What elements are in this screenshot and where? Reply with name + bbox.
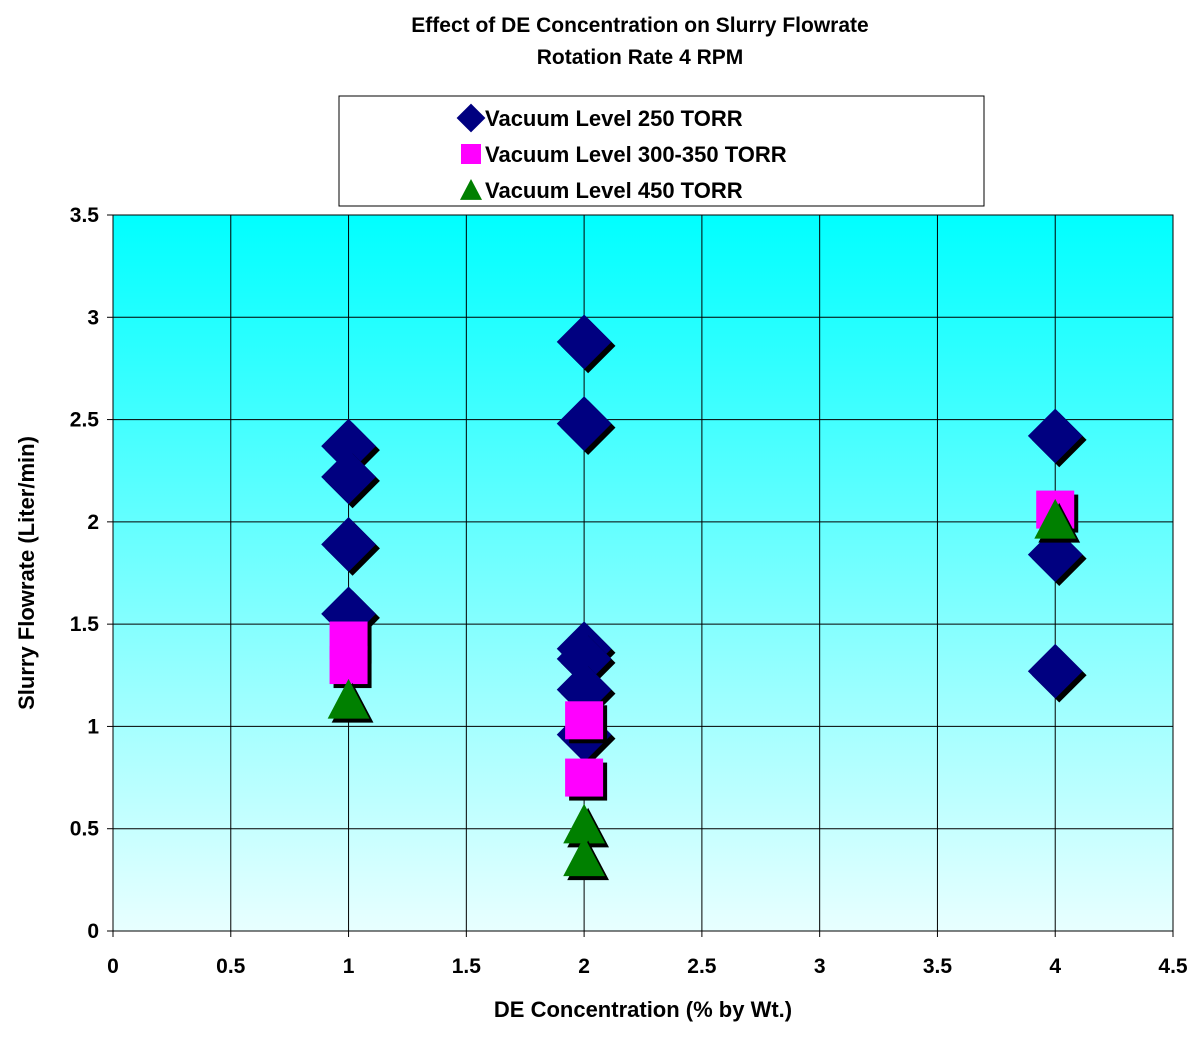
x-tick-label: 1.5 [452,955,482,978]
data-point-diamond [321,449,380,509]
y-tick-label: 0.5 [70,818,100,841]
data-points [321,314,1087,881]
legend: Vacuum Level 250 TORR Vacuum Level 300-35… [338,95,985,207]
data-point-square [329,646,372,689]
data-point-diamond [1027,408,1087,468]
data-point-diamond [321,418,380,478]
y-axis-label: Slurry Flowrate (Liter/min) [14,436,39,710]
chart-title: Effect of DE Concentration on Slurry Flo… [411,14,868,37]
x-tick-label: 3 [814,955,826,978]
data-point-diamond [556,631,616,691]
legend-item: Vacuum Level 450 TORR [460,178,743,203]
grid-lines [113,215,1173,931]
legend-label: Vacuum Level 250 TORR [485,106,743,131]
y-tick-label: 3 [87,306,99,329]
data-point-diamond [556,396,616,456]
y-tick-label: 3.5 [70,204,100,227]
legend-item: Vacuum Level 300-350 TORR [461,142,787,167]
legend-box [338,95,985,207]
data-point-diamond [1027,643,1087,703]
y-tick-label: 2 [87,511,99,534]
plot-area [112,214,1174,932]
data-point-triangle [563,803,610,848]
series-square [329,490,1079,801]
x-tick-label: 3.5 [923,955,953,978]
x-tick-label: 4 [1049,955,1061,978]
legend-marker-triangle [460,179,482,200]
legend-item: Vacuum Level 250 TORR [456,103,743,133]
y-tick-label: 1.5 [70,613,100,636]
legend-label: Vacuum Level 300-350 TORR [485,142,787,167]
series-triangle [327,498,1081,881]
x-axis-label: DE Concentration (% by Wt.) [494,997,792,1022]
data-point-triangle [1034,498,1081,543]
chart-subtitle: Rotation Rate 4 RPM [537,46,744,69]
data-point-triangle [327,678,374,723]
x-tick-label: 2.5 [687,955,717,978]
x-axis-ticks: 0 0.5 1 1.5 2 2.5 3 3.5 4 4.5 [107,931,1188,978]
y-tick-label: 2.5 [70,409,100,432]
x-tick-label: 4.5 [1158,955,1188,978]
y-axis-ticks: 0 0.5 1 1.5 2 2.5 3 3.5 [70,204,113,943]
legend-marker-diamond [456,103,486,133]
data-point-triangle [563,836,610,881]
y-tick-label: 1 [87,715,99,738]
x-tick-label: 1 [343,955,355,978]
legend-label: Vacuum Level 450 TORR [485,178,743,203]
data-point-diamond [556,314,616,374]
x-tick-label: 0 [107,955,119,978]
x-tick-label: 0.5 [216,955,246,978]
legend-marker-square [461,144,481,164]
data-point-diamond [321,517,380,576]
y-tick-label: 0 [87,920,99,943]
data-point-square [565,758,608,801]
data-point-square [565,701,608,744]
x-tick-label: 2 [578,955,590,978]
